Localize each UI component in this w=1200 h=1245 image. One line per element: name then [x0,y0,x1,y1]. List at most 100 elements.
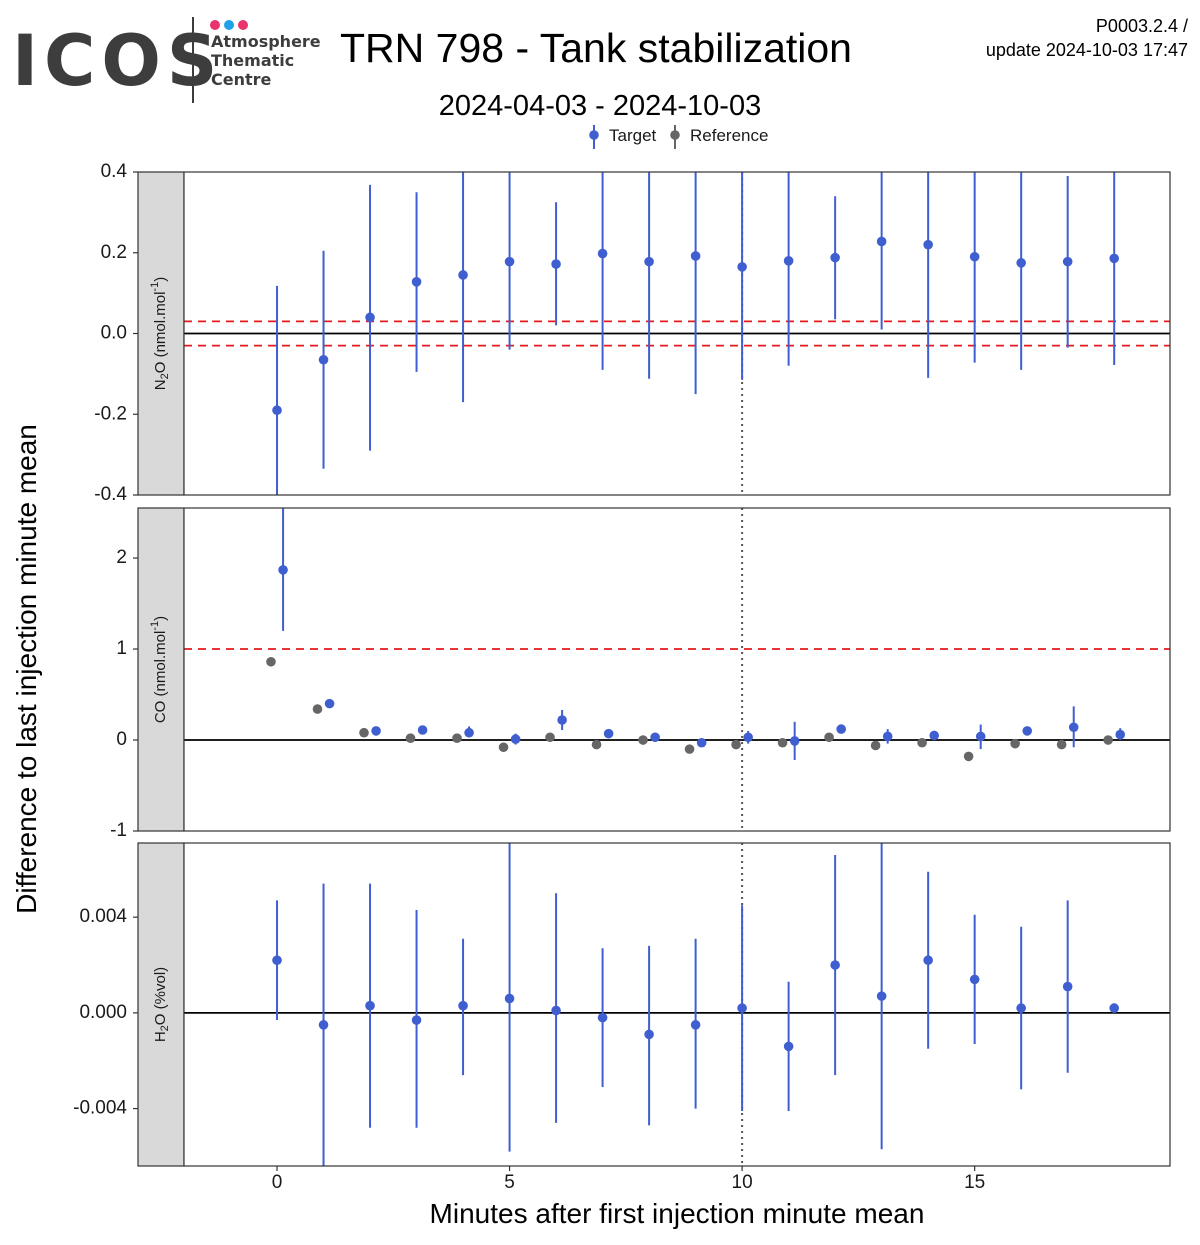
data-point-target [923,239,933,250]
panel-border [183,842,1171,1167]
data-point-target [1068,722,1079,733]
data-point-reference [545,732,555,743]
logo-subtitle: Atmosphere Thematic Centre [211,32,321,89]
data-point-reference [963,751,974,762]
logo-divider [192,17,194,103]
y-tick-label: 0.004 [79,906,127,927]
panel-background [184,843,1170,1166]
panel-border [183,507,1171,832]
chart-subtitle: 2024-04-03 - 2024-10-03 [438,90,762,122]
logo-line-1: Atmosphere [211,32,321,51]
data-point-target [365,312,375,323]
data-point-target [318,354,329,365]
data-point-target [464,727,474,738]
y-tick-label: 0.4 [101,161,128,182]
data-point-target [882,731,893,742]
data-point-target [696,737,707,748]
data-point-reference [312,704,323,714]
data-point-target [318,1020,329,1030]
panel-background [184,508,1170,831]
logo-line-3: Centre [211,70,272,89]
data-point-target [510,734,521,744]
facet-label: H2O (%vol) [152,967,171,1042]
logo-wordmark: ICOS [12,20,224,102]
data-point-reference [591,739,602,750]
data-point-target [830,960,840,970]
product-id: P0003.2.4 / [1095,16,1188,36]
data-point-target [411,277,422,287]
data-point-target [371,726,381,736]
data-point-target [876,236,887,247]
data-point-target [1109,253,1119,264]
data-point-target [737,1003,747,1013]
x-axis-title: Minutes after first injection minute mea… [430,1198,925,1229]
data-point-target [417,725,428,735]
icos-logo: ICOS Atmosphere Thematic Centre [10,12,330,107]
data-point-reference [1103,735,1113,745]
legend-symbol-target [589,130,599,140]
legend-symbol-reference [670,130,680,140]
y-tick-label: 1 [116,638,127,659]
data-point-reference [917,737,927,748]
data-point-target [551,259,561,269]
data-point-reference [1010,738,1020,749]
x-tick-label: 15 [964,1172,985,1193]
data-point-target [557,715,567,725]
data-point-target [1115,729,1126,740]
data-point-target [597,248,608,259]
data-point-target [603,728,614,739]
data-point-target [504,993,515,1004]
logo-dot-1 [210,20,220,30]
data-point-target [690,251,701,261]
y-tick-label: -0.004 [73,1098,127,1119]
data-point-target [737,262,747,272]
data-point-target [644,1029,654,1040]
data-point-reference [452,733,462,743]
x-tick-label: 10 [732,1172,753,1193]
data-point-target [597,1012,608,1023]
data-point-target [272,405,282,416]
data-point-target [969,974,980,985]
y-tick-label: -0.2 [94,403,127,424]
y-tick-label: 0 [116,729,127,750]
data-point-reference [731,739,741,750]
facet-label: CO (nmol.mol-1) [149,616,169,723]
legend-label: Target [609,126,657,145]
data-point-target [1109,1003,1119,1013]
data-point-target [975,731,986,742]
panel-border [183,171,1171,496]
data-point-target [783,1041,794,1052]
data-point-target [650,732,660,743]
data-point-target [272,955,282,966]
data-point-target [458,1000,468,1011]
data-point-reference [684,744,695,754]
update-timestamp: update 2024-10-03 17:47 [985,40,1188,60]
data-point-target [789,736,800,746]
y-axis-title: Difference to last injection minute mean [11,424,42,914]
data-point-target [504,256,515,267]
data-point-target [876,991,887,1001]
facet-strip [137,507,185,832]
y-tick-label: -1 [110,820,127,841]
data-point-target [411,1015,422,1025]
y-tick-label: 0.0 [101,323,127,344]
data-point-target [1016,1003,1026,1013]
logo-dot-3 [238,20,248,30]
data-point-target [836,724,846,734]
y-tick-label: -0.4 [94,484,127,505]
data-point-reference [1056,739,1067,750]
data-point-target [743,732,753,743]
data-point-target [644,256,654,267]
facet-label: N2O (nmol.mol-1) [149,277,171,390]
data-point-target [969,251,980,262]
data-point-reference [359,727,369,738]
data-point-target [324,698,335,709]
legend-label: Reference [690,126,768,145]
y-tick-label: 2 [116,547,127,568]
data-point-target [365,1000,375,1011]
logo-dots-icon [210,17,252,30]
logo-dot-2 [224,20,234,30]
data-point-reference [405,733,416,743]
data-point-reference [498,742,509,753]
